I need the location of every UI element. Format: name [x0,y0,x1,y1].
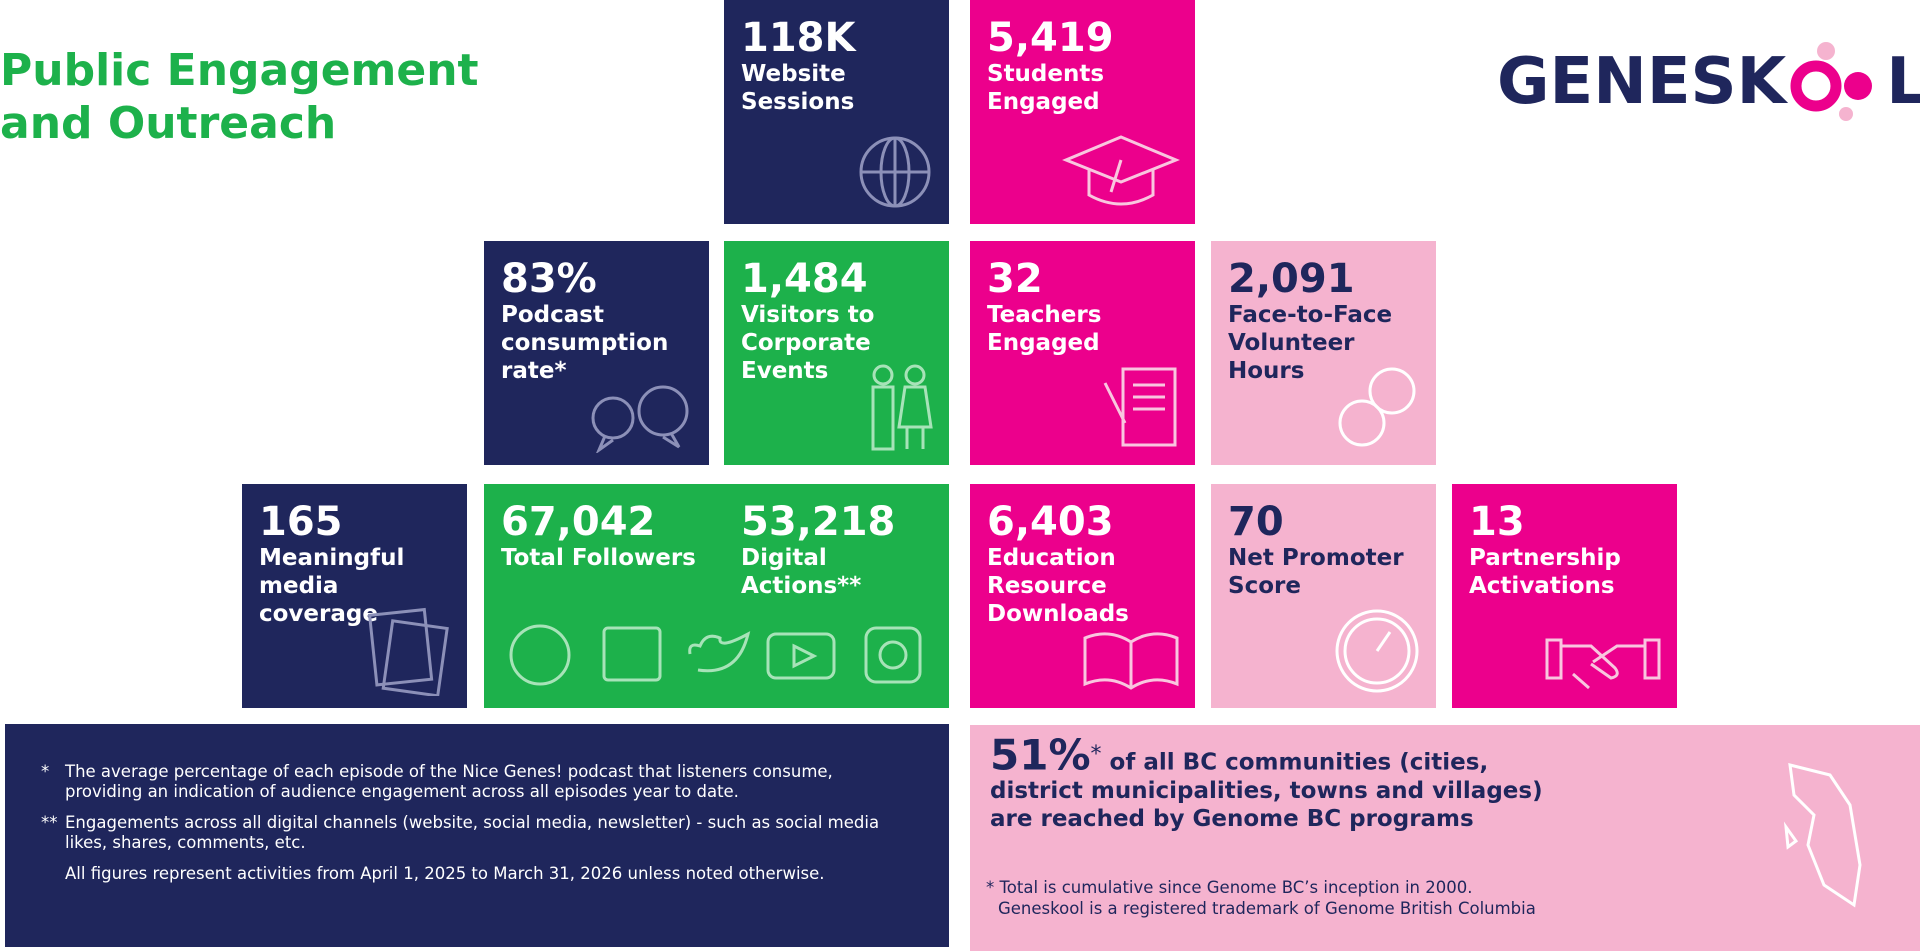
tile-label: Education [987,545,1116,571]
tile-value: 2,091 [1228,256,1355,302]
highlight-desc: of all BC communities (cities, district … [990,749,1543,832]
tile-label: Website [741,61,846,87]
tile-label: Teachers [987,302,1102,328]
note: * Total is cumulative since Genome BC’s … [986,878,1473,897]
highlight-notes: * Total is cumulative since Genome BC’s … [986,877,1536,919]
social-icons [509,624,922,686]
tile: 67,042 Total Followers 53,218 Digital Actio… [484,484,949,708]
highlight-text: 51%* of all BC communities (cities, dist… [990,734,1580,833]
logo: GENESK L [1497,42,1920,122]
footnote: ** Engagements across all digital channel… [41,813,889,853]
tile-label: Score [1228,573,1301,599]
tile: 70 Net Promoter Score [1211,484,1436,708]
tile-label: Hours [1228,358,1305,384]
tile-label: Sessions [741,89,855,115]
title-line: Public Engagement [0,45,479,96]
tile-value: 53,218 [741,499,896,545]
tile-label: Face-to-Face [1228,302,1393,328]
tile-label: Engaged [987,89,1100,115]
tile-label: Volunteer [1228,330,1355,356]
footnote-text: Engagements across all digital channels … [65,813,880,852]
tile-label: Net Promoter [1228,545,1404,571]
highlight-mark: * [1090,742,1102,767]
book-icon [1083,632,1179,690]
tile-label: Total Followers [501,545,696,571]
highlight: 51%* of all BC communities (cities, dist… [970,725,1920,951]
tile: 5,419 Students Engaged [970,0,1195,224]
tile-label: Resource [987,573,1107,599]
tile-label: consumption [501,330,669,356]
tile: 1,484 Visitors to Corporate Events [724,241,949,465]
bc-map-icon [1783,763,1862,908]
sub-stat: 53,218 Digital Actions** [741,500,895,600]
tile-label: Podcast [501,302,604,328]
tile: 13 Partnership Activations [1452,484,1677,708]
paper-icon [1103,367,1177,447]
tile-label: Partnership [1469,545,1621,571]
tile-label: rate* [501,358,567,384]
tile-label: Events [741,358,829,384]
note: Geneskool is a registered trademark of G… [998,899,1536,918]
footnote-mark: ** [41,813,58,832]
footnote-mark: * [41,762,50,781]
tile-label: Corporate [741,330,871,356]
tile-label: Digital [741,545,827,571]
tile-value: 32 [987,256,1043,302]
tile-label: coverage [259,601,378,627]
tile-label: Engaged [987,330,1100,356]
newspaper-icon [367,607,449,696]
tile: 83% Podcast consumption rate* [484,241,709,465]
tile-label: Actions** [741,573,862,599]
tile-value: 5,419 [987,15,1114,61]
tile: 32 Teachers Engaged [970,241,1195,465]
tile-label: Downloads [987,601,1129,627]
tile-value: 6,403 [987,499,1114,545]
tile: 165 Meaningful media coverage [242,484,467,708]
footnote-text: The average percentage of each episode o… [65,762,833,801]
tile: 6,403 Education Resource Downloads [970,484,1195,708]
faces-icon [1338,367,1416,447]
footnote: * The average percentage of each episode … [41,762,889,802]
tile-value: 67,042 [501,499,656,545]
speech-icon [591,385,689,453]
gauge-icon [1335,609,1419,693]
people-icon [871,364,933,451]
tile-value: 83% [501,256,597,302]
tile-value: 118K [741,15,856,61]
cap-icon [1062,135,1180,206]
logo-text: GENESK [1497,45,1787,119]
logo-mark [1790,42,1873,121]
footnote-text: All figures represent activities from Ap… [65,864,825,883]
tile-label: Activations [1469,573,1615,599]
tile-label: Students [987,61,1105,87]
tile: 118K Website Sessions [724,0,949,224]
tile: 2,091 Face-to-Face Volunteer Hours [1211,241,1436,465]
tile-value: 13 [1469,499,1525,545]
tile-value: 70 [1228,499,1284,545]
footnote: All figures represent activities from Ap… [41,864,889,884]
title: Public Engagement and Outreach [0,44,479,150]
handshake-icon [1545,638,1661,690]
footnotes: * The average percentage of each episode … [5,724,949,947]
logo-text: L [1886,45,1920,119]
tile-value: 165 [259,499,343,545]
tile-label: media [259,573,339,599]
tile-value: 1,484 [741,256,868,302]
globe-icon [859,136,931,208]
highlight-value: 51% [990,730,1091,780]
tile-label: Visitors to [741,302,875,328]
title-line: and Outreach [0,98,337,149]
tile-label: Meaningful [259,545,405,571]
